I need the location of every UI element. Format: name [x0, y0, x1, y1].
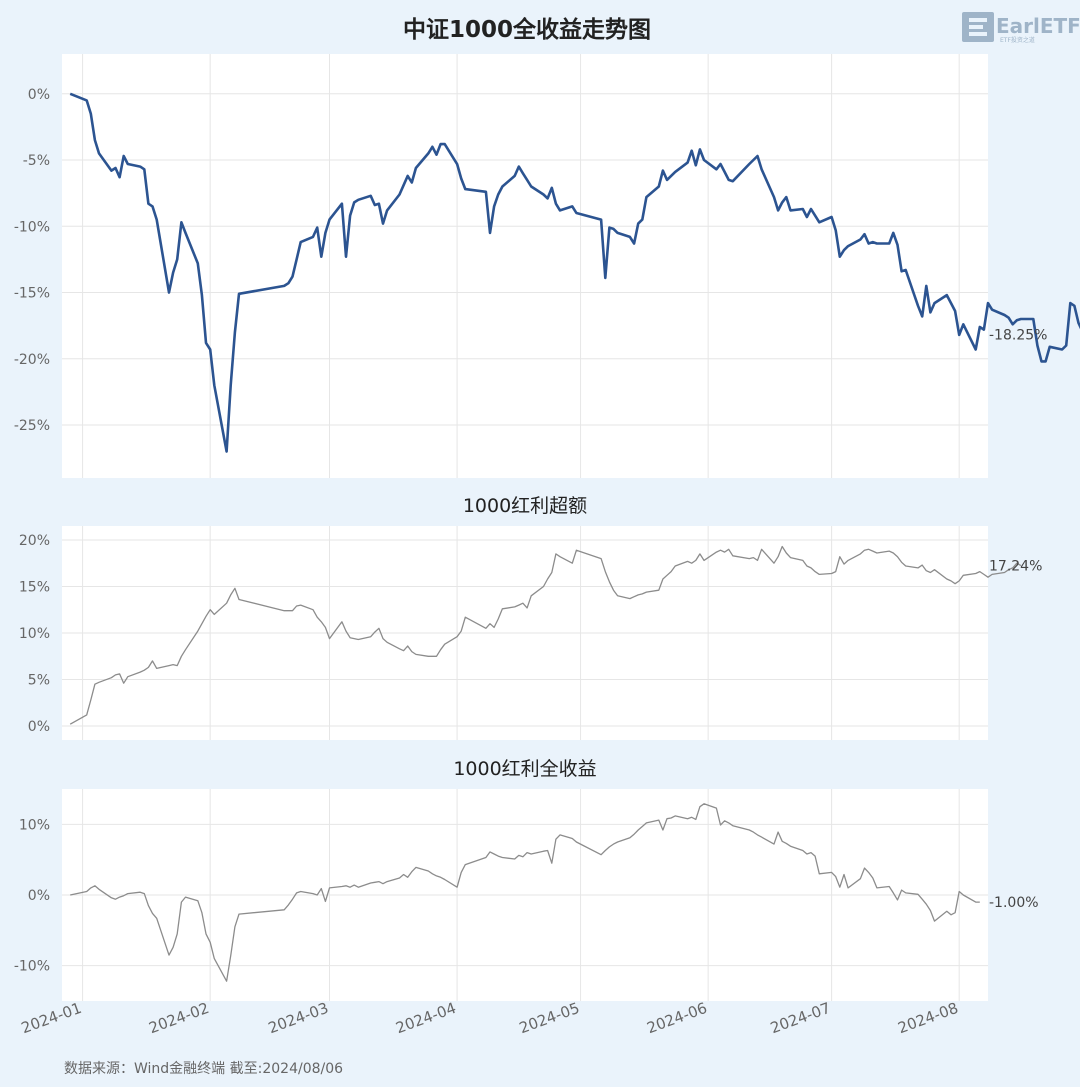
- y-tick-label: -10%: [14, 959, 50, 975]
- x-tick-label: 2024-01: [19, 999, 84, 1037]
- logo: EarlETF ETF投资之道: [962, 12, 1080, 44]
- plot-panel-excess: 20% 15% 10% 5% 0% 17.24%: [19, 526, 1042, 740]
- x-tick-label: 2024-07: [768, 999, 833, 1037]
- y-tick-label: 10%: [19, 817, 50, 833]
- y-tick-label: -25%: [14, 418, 50, 434]
- y-tick-label: -15%: [14, 286, 50, 302]
- y-tick-label: 10%: [19, 626, 50, 642]
- x-tick-label: 2024-08: [895, 999, 960, 1037]
- x-tick-label: 2024-03: [266, 999, 331, 1037]
- y-tick-label: 5%: [28, 673, 50, 689]
- chart-title-main: 中证1000全收益走势图: [403, 16, 651, 43]
- logo-text: EarlETF: [996, 14, 1080, 38]
- logo-subtitle: ETF投资之道: [1000, 36, 1035, 44]
- y-tick-label: 15%: [19, 579, 50, 595]
- y-tick-label: -5%: [23, 153, 50, 169]
- plot-panel-csi1000: 0% -5% -10% -15% -20% -25% -18.25%: [14, 54, 1080, 478]
- chart-title-excess: 1000红利超额: [463, 495, 587, 517]
- x-axis: 2024-01 2024-02 2024-03 2024-04 2024-05 2024-…: [19, 999, 961, 1037]
- y-tick-label: 0%: [28, 719, 50, 735]
- x-tick-label: 2024-06: [644, 999, 709, 1037]
- plot-area: [62, 54, 988, 478]
- x-tick-label: 2024-04: [393, 999, 458, 1037]
- end-value-label: -1.00%: [989, 895, 1039, 911]
- y-tick-label: 0%: [28, 87, 50, 103]
- y-tick-label: 0%: [28, 888, 50, 904]
- x-tick-label: 2024-05: [517, 999, 582, 1037]
- series-line: [70, 803, 980, 982]
- series-line: [69, 92, 1080, 453]
- x-tick-label: 2024-02: [146, 999, 211, 1037]
- y-tick-label: -20%: [14, 352, 50, 368]
- end-value-label: 17.24%: [989, 559, 1042, 575]
- series-line: [69, 545, 1022, 725]
- y-tick-label: 20%: [19, 533, 50, 549]
- chart-title-dividend: 1000红利全收益: [453, 758, 596, 780]
- source-note: 数据来源：Wind金融终端 截至:2024/08/06: [64, 1061, 343, 1077]
- y-tick-label: -10%: [14, 219, 50, 235]
- end-value-label: -18.25%: [989, 328, 1047, 344]
- plot-panel-dividend: 10% 0% -10% -1.00%: [14, 789, 1039, 1001]
